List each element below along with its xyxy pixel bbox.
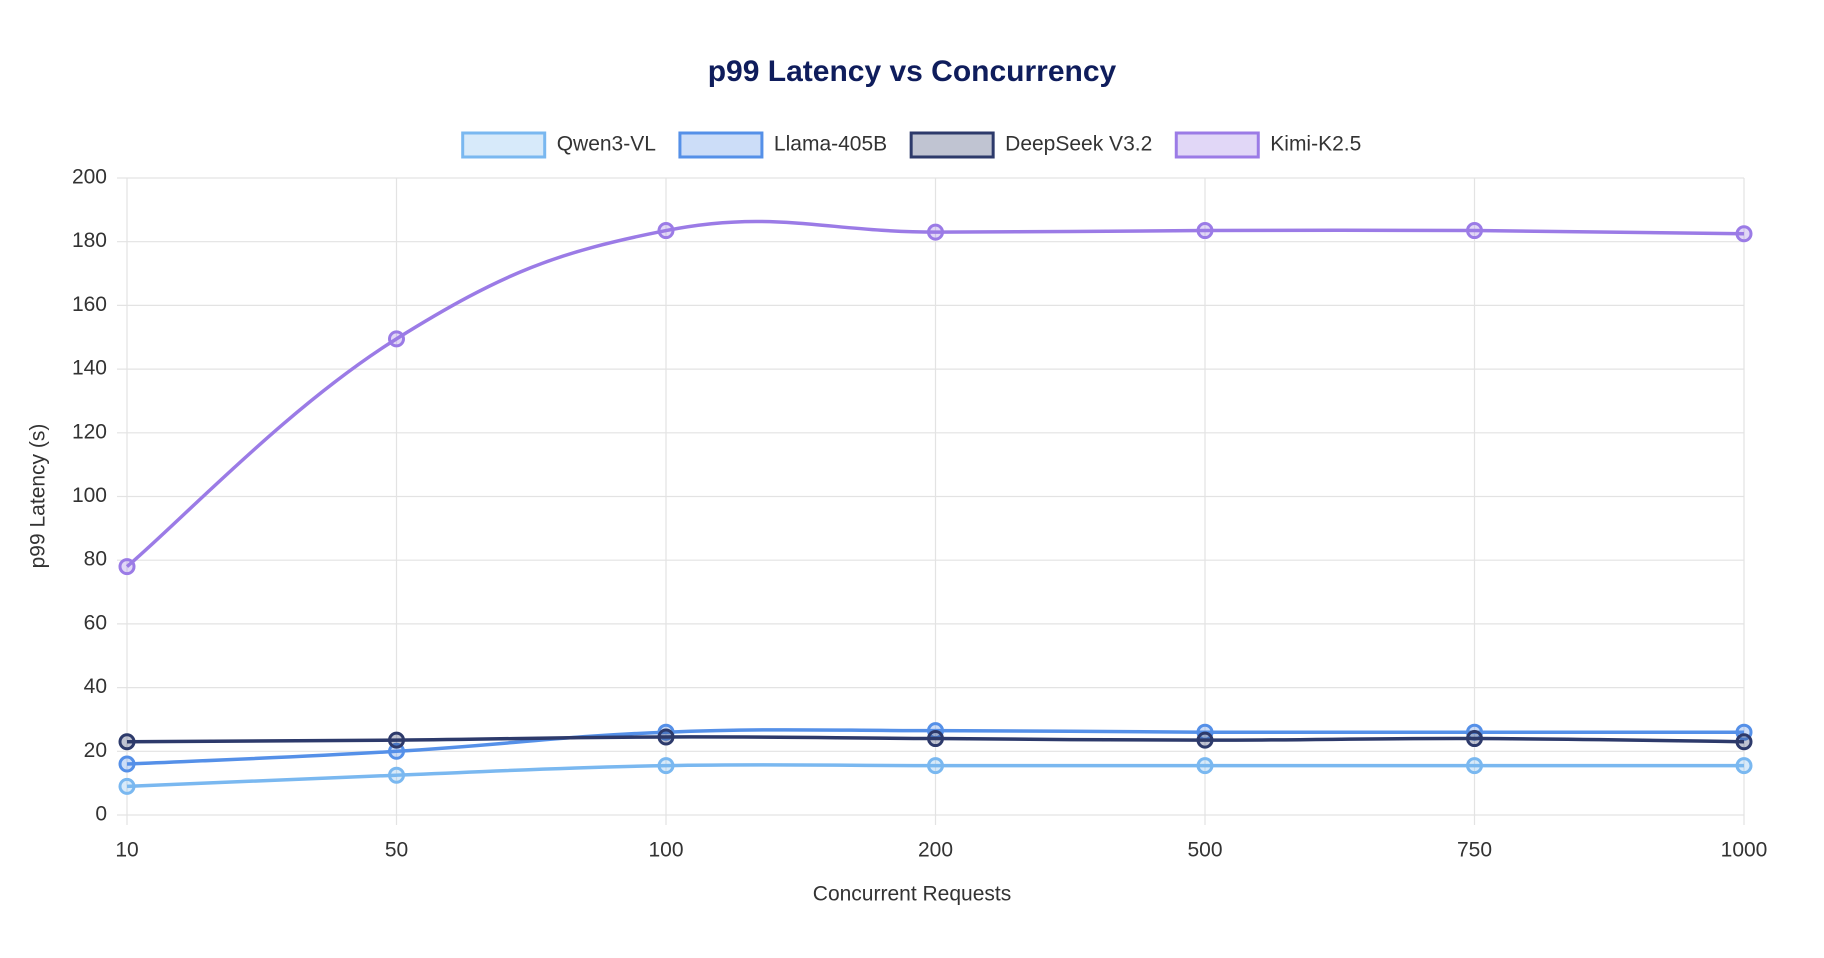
y-tick-label: 180 — [72, 229, 107, 252]
line — [125, 219, 1745, 568]
line — [126, 735, 1745, 744]
point — [1466, 222, 1483, 240]
line — [126, 763, 1744, 789]
point — [927, 757, 944, 775]
y-tick-label: 60 — [84, 611, 107, 634]
point — [1735, 225, 1753, 243]
x-tick-label: 50 — [385, 839, 408, 862]
legend: Qwen3-VL Llama-405B DeepSeek V3.2 Kimi-K2.5 — [461, 131, 1361, 159]
chart-title: p99 Latency vs Concurrency — [708, 55, 1117, 88]
point — [657, 222, 675, 240]
point — [118, 558, 136, 576]
y-tick-label: 0 — [95, 803, 107, 826]
y-tick-label: 200 — [72, 166, 107, 189]
point — [657, 757, 675, 775]
legend-label: DeepSeek V3.2 — [1005, 133, 1152, 156]
point — [388, 766, 405, 784]
y-tick-label: 160 — [72, 293, 107, 316]
y-tick-label: 40 — [84, 675, 107, 698]
point — [927, 730, 944, 748]
point — [927, 223, 944, 241]
x-tick-label: 10 — [115, 839, 138, 862]
point — [1466, 757, 1483, 775]
point — [1196, 757, 1214, 775]
y-tick-label: 20 — [84, 739, 107, 762]
legend-label: Qwen3-VL — [557, 133, 656, 156]
y-tick-label: 140 — [72, 357, 107, 380]
x-tick-label: 750 — [1457, 839, 1492, 862]
x-tick-label: 200 — [918, 839, 953, 862]
legend-swatch — [909, 131, 995, 159]
x-tick-label: 100 — [648, 839, 683, 862]
y-tick-label: 120 — [72, 420, 107, 443]
y-tick-label: 80 — [84, 548, 107, 571]
point — [1735, 757, 1753, 775]
point — [1196, 731, 1214, 749]
point — [1735, 733, 1753, 751]
point — [657, 728, 675, 746]
point — [118, 755, 136, 773]
x-tick-label: 1000 — [1721, 839, 1768, 862]
point — [118, 733, 136, 751]
point — [388, 330, 405, 348]
legend-label: Kimi-K2.5 — [1270, 133, 1361, 156]
point — [1196, 222, 1214, 240]
y-axis-title: p99 Latency (s) — [27, 424, 50, 569]
point — [388, 731, 405, 749]
point — [1466, 730, 1483, 748]
x-axis-title: Concurrent Requests — [813, 883, 1011, 906]
legend-swatch — [461, 131, 547, 159]
y-tick-label: 100 — [72, 484, 107, 507]
legend-label: Llama-405B — [774, 133, 887, 156]
x-tick-label: 500 — [1187, 839, 1222, 862]
legend-swatch — [1174, 131, 1260, 159]
legend-swatch — [678, 131, 764, 159]
point — [118, 777, 136, 795]
